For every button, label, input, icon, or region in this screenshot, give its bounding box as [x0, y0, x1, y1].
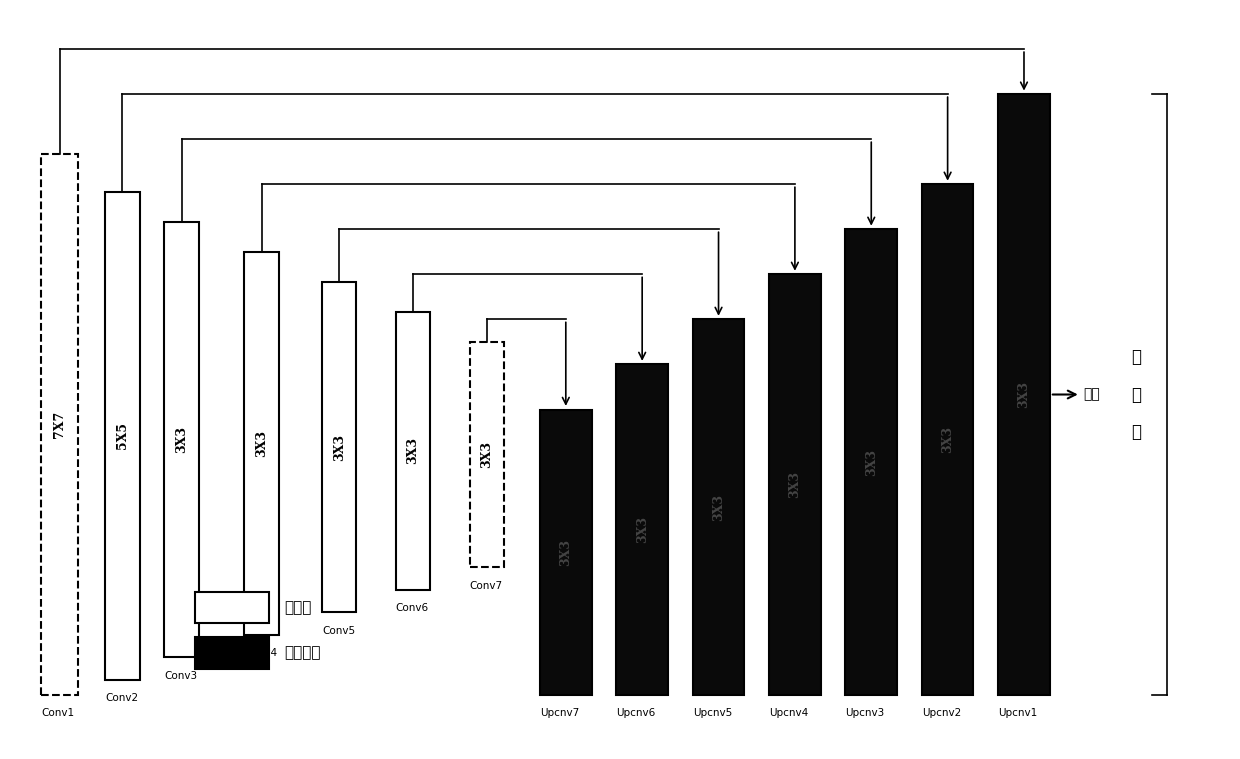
Text: Upcnv7: Upcnv7 [539, 708, 579, 718]
Text: 3X3: 3X3 [559, 539, 573, 565]
Bar [41, 154, 78, 694]
Text: 3X3: 3X3 [1018, 381, 1030, 408]
Text: 反卷积层: 反卷积层 [284, 645, 320, 660]
Text: 3X3: 3X3 [712, 493, 725, 521]
Bar [195, 592, 269, 623]
Text: Conv7: Conv7 [470, 581, 503, 591]
Text: Upcnv6: Upcnv6 [616, 708, 656, 718]
Text: 3X3: 3X3 [332, 433, 346, 461]
Text: Upcnv1: Upcnv1 [998, 708, 1038, 718]
Text: 3X3: 3X3 [255, 430, 268, 457]
Text: 3X3: 3X3 [636, 516, 649, 543]
Bar [998, 94, 1050, 694]
Text: Conv3: Conv3 [164, 671, 197, 681]
Bar [105, 192, 140, 680]
Text: 深: 深 [1131, 348, 1141, 366]
Text: 3X3: 3X3 [175, 426, 188, 453]
Text: 预测: 预测 [1083, 388, 1100, 402]
Text: Conv5: Conv5 [322, 625, 355, 636]
Bar [539, 410, 591, 694]
Text: 3X3: 3X3 [941, 426, 954, 453]
Bar [693, 320, 744, 694]
Text: 3X3: 3X3 [407, 437, 419, 465]
Bar [921, 184, 973, 694]
Text: Conv6: Conv6 [396, 603, 429, 613]
Bar [846, 229, 897, 694]
Text: Conv1: Conv1 [41, 708, 74, 718]
Bar [769, 275, 821, 694]
Text: Conv2: Conv2 [105, 693, 139, 704]
Text: 3X3: 3X3 [789, 471, 801, 498]
Text: Upcnv2: Upcnv2 [921, 708, 961, 718]
Text: 3X3: 3X3 [480, 441, 494, 468]
Text: 卷积层: 卷积层 [284, 600, 311, 616]
Text: Upcnv5: Upcnv5 [693, 708, 732, 718]
Bar [322, 282, 356, 613]
Bar [396, 312, 430, 590]
Text: Upcnv3: Upcnv3 [846, 708, 884, 718]
Bar [164, 222, 198, 657]
Bar [616, 364, 668, 694]
Bar [470, 342, 505, 567]
Text: Conv4: Conv4 [244, 648, 278, 658]
Text: 5X5: 5X5 [115, 422, 129, 449]
Text: Upcnv4: Upcnv4 [769, 708, 808, 718]
Text: 3X3: 3X3 [864, 449, 878, 476]
Text: 7X7: 7X7 [53, 411, 66, 438]
Text: 图: 图 [1131, 423, 1141, 441]
Bar [244, 252, 279, 635]
Text: 度: 度 [1131, 386, 1141, 404]
Bar [195, 637, 269, 669]
